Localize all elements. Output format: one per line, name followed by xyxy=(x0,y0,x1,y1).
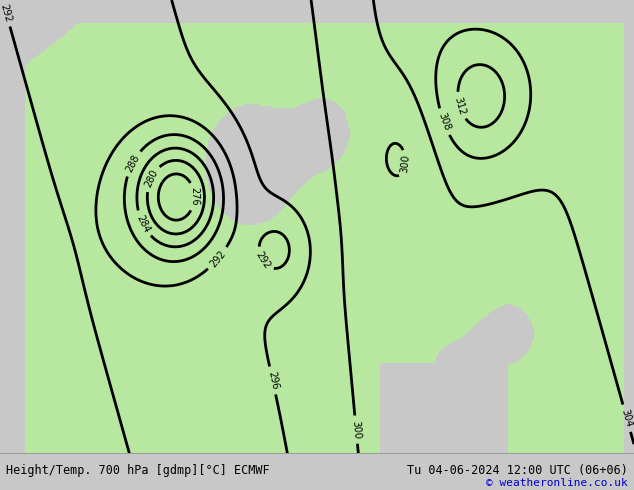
Text: © weatheronline.co.uk: © weatheronline.co.uk xyxy=(486,478,628,488)
Text: 288: 288 xyxy=(124,153,141,174)
Text: 292: 292 xyxy=(254,250,272,271)
Text: 304: 304 xyxy=(619,408,634,428)
Text: 276: 276 xyxy=(189,187,199,206)
Text: 296: 296 xyxy=(266,370,280,391)
Text: Tu 04-06-2024 12:00 UTC (06+06): Tu 04-06-2024 12:00 UTC (06+06) xyxy=(407,464,628,477)
Text: Height/Temp. 700 hPa [gdmp][°C] ECMWF: Height/Temp. 700 hPa [gdmp][°C] ECMWF xyxy=(6,464,270,477)
Text: 292: 292 xyxy=(208,248,228,269)
Text: 308: 308 xyxy=(436,112,451,132)
Text: 280: 280 xyxy=(143,168,160,189)
Text: 312: 312 xyxy=(452,96,467,116)
Text: 300: 300 xyxy=(399,154,411,173)
Text: 300: 300 xyxy=(351,420,362,439)
Text: 292: 292 xyxy=(0,2,13,23)
Text: 284: 284 xyxy=(134,213,152,234)
